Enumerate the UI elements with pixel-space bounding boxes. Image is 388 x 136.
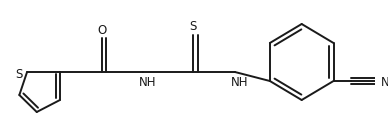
Text: NH: NH bbox=[231, 75, 249, 89]
Text: NH: NH bbox=[139, 75, 157, 89]
Text: S: S bbox=[16, 67, 23, 81]
Text: O: O bbox=[97, 24, 106, 36]
Text: S: S bbox=[190, 21, 197, 33]
Text: N: N bbox=[381, 75, 388, 89]
